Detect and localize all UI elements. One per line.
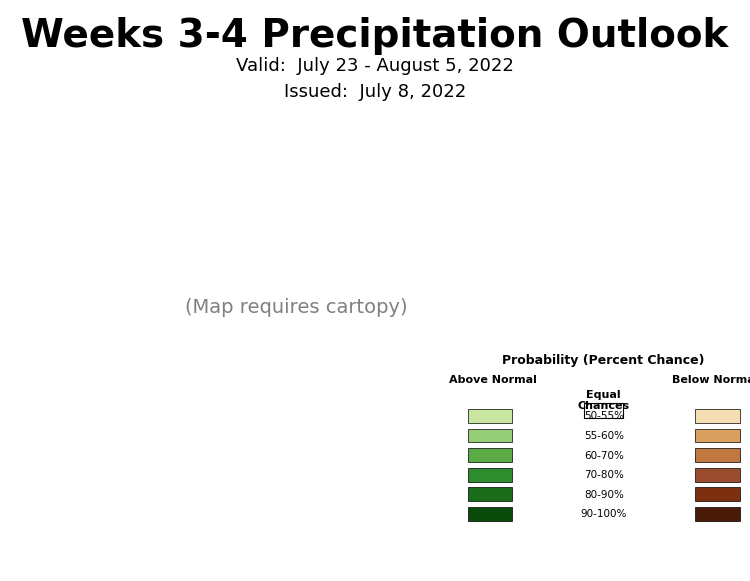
Text: Equal
Chances: Equal Chances — [578, 389, 630, 411]
Text: 70-80%: 70-80% — [584, 470, 624, 480]
Bar — [695, 409, 740, 423]
Bar — [468, 409, 512, 423]
Text: Above Normal: Above Normal — [448, 375, 537, 385]
Bar — [468, 429, 512, 443]
Bar — [695, 468, 740, 482]
Bar — [695, 429, 740, 443]
Text: Below Normal: Below Normal — [671, 375, 750, 385]
Bar — [468, 487, 512, 501]
Text: 80-90%: 80-90% — [584, 490, 624, 500]
Text: Issued:  July 8, 2022: Issued: July 8, 2022 — [284, 83, 466, 101]
Bar — [695, 507, 740, 521]
Text: 50-55%: 50-55% — [584, 411, 624, 421]
Text: Valid:  July 23 - August 5, 2022: Valid: July 23 - August 5, 2022 — [236, 57, 514, 74]
Bar — [468, 468, 512, 482]
Text: 60-70%: 60-70% — [584, 450, 624, 461]
Bar — [695, 487, 740, 501]
Bar — [468, 448, 512, 462]
Text: (Map requires cartopy): (Map requires cartopy) — [185, 299, 407, 317]
Bar — [584, 403, 623, 418]
Bar — [468, 507, 512, 521]
Bar — [695, 448, 740, 462]
Text: Probability (Percent Chance): Probability (Percent Chance) — [503, 354, 705, 367]
Text: Weeks 3-4 Precipitation Outlook: Weeks 3-4 Precipitation Outlook — [21, 17, 728, 55]
Text: 90-100%: 90-100% — [580, 509, 627, 519]
Text: 55-60%: 55-60% — [584, 431, 624, 441]
